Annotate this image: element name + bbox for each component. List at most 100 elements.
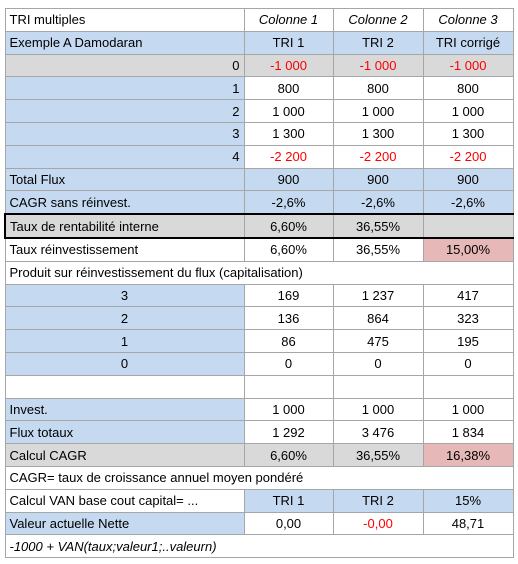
empty-cell [422, 374, 514, 399]
cell: -2,6% [243, 190, 334, 215]
row: Exemple A Damodaran TRI 1 TRI 2 TRI corrigé [4, 30, 514, 55]
empty-cell [243, 374, 334, 399]
cell: 1 000 [332, 99, 424, 123]
row-label: Calcul VAN base cout capital= ... [4, 488, 245, 513]
row-label: 1 [4, 76, 245, 101]
empty-cell [332, 374, 424, 399]
cell: -1 000 [422, 53, 514, 78]
cell: Colonne 2 [332, 8, 424, 32]
row: 1 800 800 800 [4, 76, 514, 101]
cell: 48,71 [422, 511, 514, 536]
cell: 0,00 [243, 511, 334, 536]
cell: 1 000 [243, 397, 334, 422]
row: Valeur actuelle Nette 0,00 -0,00 48,71 [4, 511, 514, 536]
row: CAGR= taux de croissance annuel moyen po… [4, 465, 514, 490]
row-label: Exemple A Damodaran [4, 30, 245, 55]
row-label: 0 [4, 351, 245, 376]
cell: -1 000 [243, 53, 334, 78]
cell: 1 000 [422, 397, 514, 422]
row: 3 169 1 237 417 [4, 283, 514, 308]
cell: 1 000 [422, 99, 514, 123]
cell: 16,38% [422, 443, 514, 467]
row: 0 -1 000 -1 000 -1 000 [4, 53, 514, 78]
cell: 1 000 [243, 99, 334, 123]
cell: 15% [422, 488, 514, 513]
cell: 1 292 [243, 420, 334, 445]
cell: 0 [332, 351, 424, 376]
row: Invest. 1 000 1 000 1 000 [4, 397, 514, 422]
cell: 475 [332, 329, 424, 353]
cell: 3 476 [332, 420, 424, 445]
cell: 800 [422, 76, 514, 101]
cell: 0 [422, 351, 514, 376]
cell: 323 [422, 306, 514, 331]
row: 1 86 475 195 [4, 329, 514, 353]
cell: 1 300 [243, 121, 334, 146]
cell: 136 [243, 306, 334, 331]
cell: 6,60% [243, 237, 334, 262]
row: CAGR sans réinvest. -2,6% -2,6% -2,6% [4, 190, 514, 215]
empty-cell [4, 374, 245, 399]
row-label: Valeur actuelle Nette [4, 511, 245, 536]
cell: 36,55% [332, 443, 424, 467]
cell: -0,00 [332, 511, 424, 536]
row-label: 0 [4, 53, 245, 78]
row-label: Invest. [4, 397, 245, 422]
row-label: -1000 + VAN(taux;valeur1;..valeurn) [4, 534, 514, 559]
cell: 864 [332, 306, 424, 331]
row-label: 4 [4, 144, 245, 169]
spreadsheet: TRI multiples Colonne 1 Colonne 2 Colonne 3… [4, 8, 514, 559]
cell: 86 [243, 329, 334, 353]
cell: TRI 1 [243, 488, 334, 513]
cell: -2,6% [422, 190, 514, 215]
cell: Colonne 3 [422, 8, 514, 32]
cell: 6,60% [243, 213, 334, 239]
cell: 1 300 [332, 121, 424, 146]
row-label: 3 [4, 121, 245, 146]
cell: -1 000 [332, 53, 424, 78]
cell: 417 [422, 283, 514, 308]
row: 2 136 864 323 [4, 306, 514, 331]
row: Taux de rentabilité interne 6,60% 36,55% [4, 213, 514, 239]
cell: 900 [332, 167, 424, 192]
row: Flux totaux 1 292 3 476 1 834 [4, 420, 514, 445]
row-label: Taux de rentabilité interne [4, 213, 245, 239]
cell: 169 [243, 283, 334, 308]
empty-cell [422, 213, 514, 239]
row: 4 -2 200 -2 200 -2 200 [4, 144, 514, 169]
row [4, 374, 514, 399]
row: Calcul CAGR 6,60% 36,55% 16,38% [4, 443, 514, 467]
row: Calcul VAN base cout capital= ... TRI 1 TR… [4, 488, 514, 513]
cell: -2 200 [243, 144, 334, 169]
cell: 36,55% [332, 213, 424, 239]
cell: TRI 1 [243, 30, 334, 55]
cell: -2,6% [332, 190, 424, 215]
row: Total Flux 900 900 900 [4, 167, 514, 192]
row-label: Total Flux [4, 167, 245, 192]
cell: 195 [422, 329, 514, 353]
row-label: CAGR= taux de croissance annuel moyen po… [4, 465, 514, 490]
cell: 1 834 [422, 420, 514, 445]
row-label: CAGR sans réinvest. [4, 190, 245, 215]
cell: TRI corrigé [422, 30, 514, 55]
cell: 0 [243, 351, 334, 376]
cell: TRI 2 [332, 30, 424, 55]
cell: 900 [243, 167, 334, 192]
row-label: TRI multiples [4, 8, 245, 32]
cell: 1 300 [422, 121, 514, 146]
cell: 1 237 [332, 283, 424, 308]
row-label: Flux totaux [4, 420, 245, 445]
cell: 800 [332, 76, 424, 101]
cell: TRI 2 [332, 488, 424, 513]
row-label: Calcul CAGR [4, 443, 245, 467]
row: TRI multiples Colonne 1 Colonne 2 Colonne 3 [4, 8, 514, 32]
row: Taux réinvestissement 6,60% 36,55% 15,00% [4, 237, 514, 262]
row-label: Taux réinvestissement [4, 237, 245, 262]
cell: 800 [243, 76, 334, 101]
cell: 36,55% [332, 237, 424, 262]
row-label: 3 [4, 283, 245, 308]
